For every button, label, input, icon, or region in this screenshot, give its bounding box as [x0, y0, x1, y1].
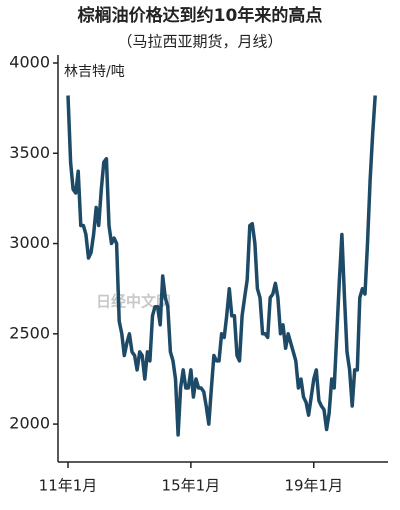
x-tick-label: 19年1月 [284, 477, 343, 495]
y-axis-label: 林吉特/吨 [64, 64, 125, 80]
y-tick-label: 3000 [9, 233, 50, 252]
x-tick-label: 11年1月 [39, 477, 98, 495]
x-tick-label: 15年1月 [162, 477, 221, 495]
chart-title: 棕榈油价格达到约10年来的高点 [78, 5, 323, 26]
y-tick-label: 4000 [9, 53, 50, 72]
chart-subtitle: （马拉西亚期货，月线） [117, 33, 282, 51]
price-line [66, 95, 377, 437]
y-tick-label: 2500 [9, 323, 50, 342]
watermark: 日经中文网 [96, 293, 171, 311]
y-tick-label: 2000 [9, 414, 50, 433]
y-tick-label: 3500 [9, 143, 50, 162]
